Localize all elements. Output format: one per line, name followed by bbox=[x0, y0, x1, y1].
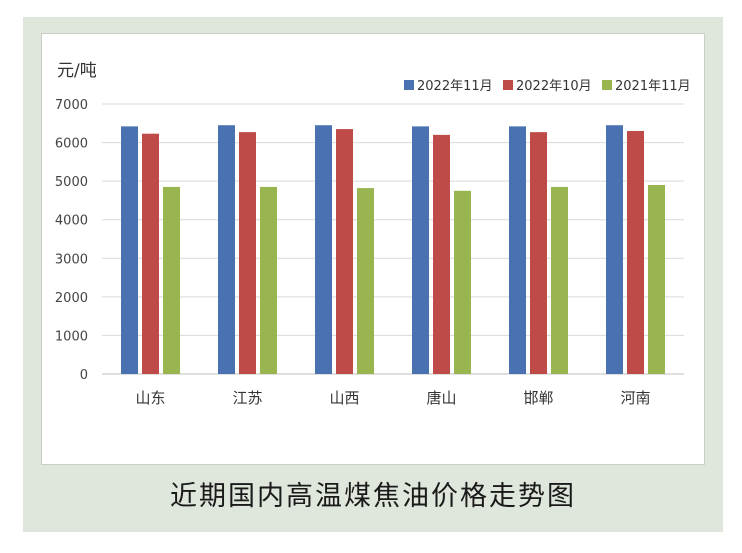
legend-swatch bbox=[503, 80, 513, 90]
bar bbox=[218, 125, 235, 374]
y-tick-label: 4000 bbox=[55, 214, 88, 229]
bar bbox=[315, 125, 332, 374]
category-labels: 山东 江苏 山西 唐山 邯郸 河南 bbox=[135, 389, 650, 407]
bar bbox=[433, 134, 450, 374]
category-label: 山西 bbox=[329, 389, 359, 407]
gridlines bbox=[102, 103, 684, 375]
legend-label: 2022年11月 bbox=[417, 79, 493, 94]
bar bbox=[627, 131, 644, 374]
y-tick-label: 7000 bbox=[55, 98, 88, 113]
bar bbox=[454, 190, 471, 374]
bar bbox=[163, 186, 180, 374]
category-label: 河南 bbox=[620, 389, 650, 407]
bar bbox=[412, 126, 429, 374]
bar bbox=[121, 126, 138, 374]
y-tick-labels: 0 1000 2000 3000 4000 5000 6000 7000 bbox=[55, 98, 88, 383]
legend-swatch bbox=[602, 80, 612, 90]
bar bbox=[606, 125, 623, 374]
category-label: 江苏 bbox=[232, 389, 262, 407]
y-tick-label: 2000 bbox=[55, 291, 88, 306]
y-tick-label: 3000 bbox=[55, 252, 88, 267]
bar bbox=[648, 185, 665, 374]
bar bbox=[509, 126, 526, 374]
bars bbox=[121, 125, 665, 374]
y-tick-label: 0 bbox=[80, 368, 88, 383]
legend-label: 2022年10月 bbox=[516, 79, 592, 94]
bar bbox=[239, 132, 256, 374]
legend: 2022年11月 2022年10月 2021年11月 bbox=[404, 79, 691, 94]
y-tick-label: 6000 bbox=[55, 137, 88, 152]
y-tick-label: 5000 bbox=[55, 175, 88, 190]
bar bbox=[551, 186, 568, 374]
bar bbox=[336, 129, 353, 374]
figure-caption: 近期国内高温煤焦油价格走势图 bbox=[170, 481, 576, 512]
y-axis-unit-label: 元/吨 bbox=[57, 61, 97, 81]
category-label: 山东 bbox=[135, 389, 165, 407]
y-tick-label: 1000 bbox=[55, 329, 88, 344]
legend-swatch bbox=[404, 80, 414, 90]
category-label: 唐山 bbox=[426, 389, 456, 407]
bar bbox=[357, 188, 374, 374]
category-label: 邯郸 bbox=[523, 389, 553, 407]
legend-label: 2021年11月 bbox=[615, 79, 691, 94]
bar bbox=[142, 133, 159, 374]
bar bbox=[260, 186, 277, 374]
bar bbox=[530, 132, 547, 374]
